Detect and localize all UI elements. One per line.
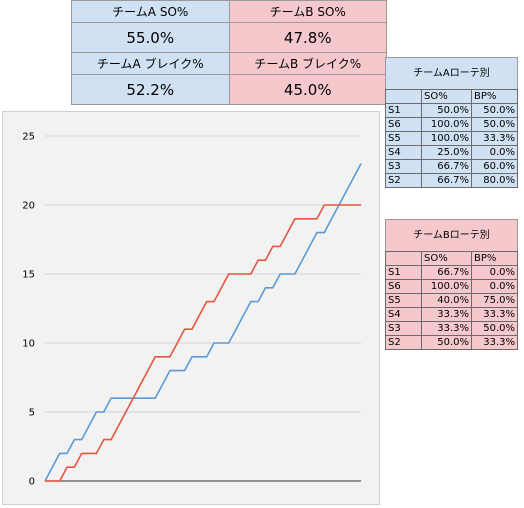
- team-a-break-label: チームA ブレイク%: [71, 52, 230, 75]
- team-b-break-value: 45.0%: [228, 74, 387, 105]
- bp-cell: 75.0%: [471, 293, 518, 308]
- bp-cell: 0.0%: [471, 145, 518, 160]
- y-tick-label: 0: [29, 477, 35, 488]
- team-b-so-label: チームB SO%: [228, 0, 387, 23]
- table-row: S5 40.0% 75.0%: [385, 293, 518, 308]
- header-cell: [385, 251, 422, 266]
- bp-cell: 33.3%: [471, 335, 518, 350]
- rotation-cell: S6: [385, 279, 422, 294]
- team-a-break-value: 52.2%: [71, 74, 230, 105]
- bp-cell: 60.0%: [471, 159, 518, 174]
- rotation-cell: S3: [385, 321, 422, 336]
- team-a-rotation-table: チームAローテ別 SO% BP% S1 50.0% 50.0% S6 100.0% 50…: [385, 57, 518, 188]
- so-cell: 100.0%: [421, 279, 472, 294]
- table-row: S1 50.0% 50.0%: [385, 103, 518, 118]
- rotation-cell: S4: [385, 307, 422, 322]
- y-tick-label: 15: [22, 270, 35, 281]
- chart-svg: 0 5 10 15 20 25: [22, 132, 362, 488]
- so-cell: 33.3%: [421, 321, 472, 336]
- table-row: S6 100.0% 50.0%: [385, 117, 518, 132]
- so-cell: 100.0%: [421, 117, 472, 132]
- rotation-cell: S1: [385, 265, 422, 280]
- so-cell: 50.0%: [421, 103, 472, 118]
- bp-cell: 0.0%: [471, 279, 518, 294]
- y-tick-label: 5: [29, 408, 35, 419]
- so-cell: 50.0%: [421, 335, 472, 350]
- header-cell: [385, 89, 422, 104]
- so-cell: 33.3%: [421, 307, 472, 322]
- bp-cell: 50.0%: [471, 117, 518, 132]
- chart-series: [44, 163, 362, 482]
- y-tick-label: 20: [22, 201, 35, 212]
- so-cell: 66.7%: [421, 173, 472, 188]
- team-b-rotation-title: チームBローテ別: [385, 219, 518, 251]
- table-row: S5 100.0% 33.3%: [385, 131, 518, 146]
- score-progress-chart: 0 5 10 15 20 25: [2, 111, 380, 505]
- team-a-so-value: 55.0%: [71, 22, 230, 53]
- team-b-so-value: 47.8%: [228, 22, 387, 53]
- team-a-rotation-title: チームAローテ別: [385, 57, 518, 89]
- table-row: S4 33.3% 33.3%: [385, 307, 518, 322]
- table-row: S3 33.3% 50.0%: [385, 321, 518, 336]
- y-tick-label: 25: [22, 132, 35, 143]
- so-cell: 40.0%: [421, 293, 472, 308]
- bp-cell: 50.0%: [471, 103, 518, 118]
- so-cell: 100.0%: [421, 131, 472, 146]
- rotation-cell: S2: [385, 335, 422, 350]
- rotation-cell: S5: [385, 131, 422, 146]
- header-cell: BP%: [471, 251, 518, 266]
- team-a-so-label: チームA SO%: [71, 0, 230, 23]
- table-row: S1 66.7% 0.0%: [385, 265, 518, 280]
- table-row: S2 66.7% 80.0%: [385, 173, 518, 188]
- bp-cell: 80.0%: [471, 173, 518, 188]
- team-b-break-label: チームB ブレイク%: [228, 52, 387, 75]
- table-row: S3 66.7% 60.0%: [385, 159, 518, 174]
- so-cell: 25.0%: [421, 145, 472, 160]
- team-a-series-line: [44, 163, 362, 482]
- team-b-series-line: [45, 204, 361, 482]
- bp-cell: 50.0%: [471, 321, 518, 336]
- rotation-cell: S3: [385, 159, 422, 174]
- summary-table: チームA SO% チームB SO% 55.0% 47.8% チームA ブレイク%…: [71, 0, 387, 105]
- so-cell: 66.7%: [421, 265, 472, 280]
- bp-cell: 0.0%: [471, 265, 518, 280]
- table-row: S4 25.0% 0.0%: [385, 145, 518, 160]
- rotation-cell: S4: [385, 145, 422, 160]
- header-cell: SO%: [421, 251, 472, 266]
- table-row: S6 100.0% 0.0%: [385, 279, 518, 294]
- rotation-cell: S1: [385, 103, 422, 118]
- so-cell: 66.7%: [421, 159, 472, 174]
- y-tick-label: 10: [22, 339, 35, 350]
- table-header-row: SO% BP%: [385, 251, 518, 266]
- table-header-row: SO% BP%: [385, 89, 518, 104]
- table-row: S2 50.0% 33.3%: [385, 335, 518, 350]
- y-axis-ticks: 0 5 10 15 20 25: [22, 132, 35, 488]
- header-cell: SO%: [421, 89, 472, 104]
- team-b-rotation-table: チームBローテ別 SO% BP% S1 66.7% 0.0% S6 100.0% 0.0…: [385, 219, 518, 350]
- rotation-cell: S2: [385, 173, 422, 188]
- rotation-cell: S5: [385, 293, 422, 308]
- header-cell: BP%: [471, 89, 518, 104]
- rotation-cell: S6: [385, 117, 422, 132]
- bp-cell: 33.3%: [471, 307, 518, 322]
- bp-cell: 33.3%: [471, 131, 518, 146]
